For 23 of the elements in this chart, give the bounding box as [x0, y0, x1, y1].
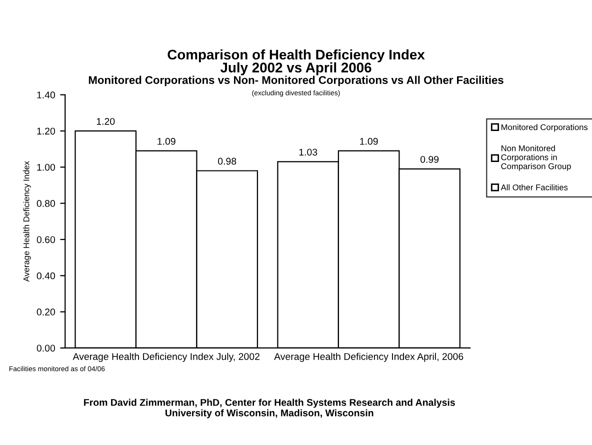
y-tick-label: 1.40	[37, 92, 56, 98]
y-tick-label: 0.60	[36, 236, 56, 244]
chart-subtitle: Monitored Corporations vs Non- Monitored Corporations vs All Other Facilities	[88, 76, 504, 86]
data-label: 1.09	[158, 138, 176, 145]
text: From David Zimmerman, PhD, Center for Health Systems Research and Analysis University of Wisconsin, Madison, Wisconsin	[84, 398, 455, 418]
y-tick-label: 0.20	[36, 308, 56, 316]
y-tick-label: 1.20	[37, 128, 56, 135]
data-label: 1.03	[299, 148, 318, 156]
legend-label: Monitored Corporations	[501, 124, 588, 132]
y-axis-title: Average Health Deficiency Index	[23, 161, 31, 282]
y-tick-label: 1.00	[37, 164, 56, 171]
x-tick-label: Average Health Deficiency Index April, 2006	[274, 352, 464, 362]
y-tick-label: 0.40	[36, 272, 56, 280]
data-label: 1.20	[96, 118, 115, 125]
data-label: 0.99	[420, 156, 439, 163]
y-tick-label: 0.00	[36, 344, 56, 352]
x-tick-label: Average Health Deficiency Index July, 2002	[72, 352, 260, 362]
data-label: 0.98	[218, 158, 236, 165]
data-label: 1.09	[360, 138, 378, 145]
chart-title: Comparison of Health Deficiency Index July 2002 vs April 2006	[168, 49, 425, 76]
y-tick-label: 0.80	[36, 200, 56, 207]
legend-label: All Other Facilities	[500, 184, 568, 190]
legend-label: Non Monitored Corporations in Comparison Group	[501, 145, 571, 171]
